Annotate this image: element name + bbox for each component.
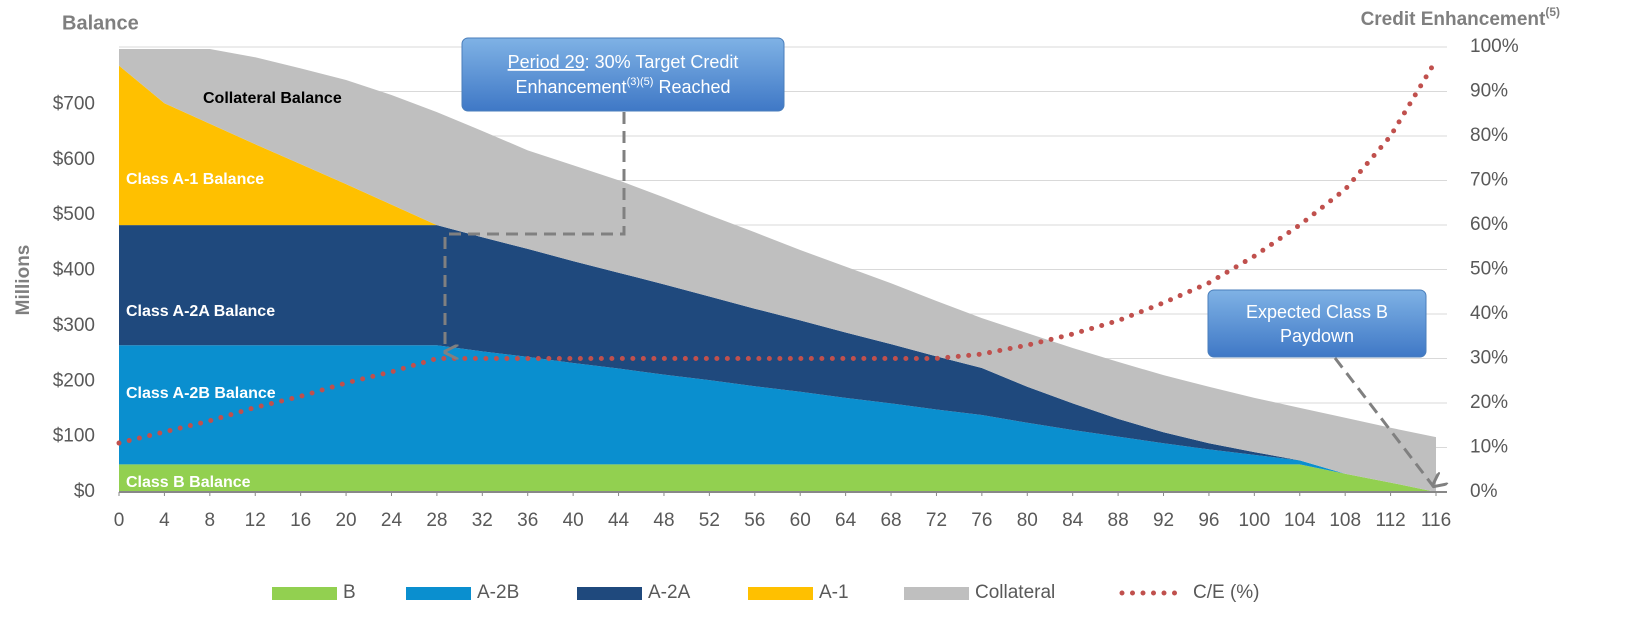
x-tick-label: 36 bbox=[517, 510, 538, 531]
x-tick-label: 40 bbox=[563, 510, 584, 531]
x-tick-label: 68 bbox=[880, 510, 901, 531]
y-tick-label: $0 bbox=[74, 481, 95, 502]
y-tick-label: $400 bbox=[53, 260, 95, 281]
y2-tick-label: 30% bbox=[1470, 348, 1508, 369]
x-tick-label: 8 bbox=[205, 510, 216, 531]
area bbox=[119, 464, 1436, 492]
legend-label: Collateral bbox=[975, 582, 1055, 603]
legend-label: A-2B bbox=[477, 582, 519, 603]
x-tick-label: 108 bbox=[1329, 510, 1361, 531]
x-tick-label: 24 bbox=[381, 510, 403, 531]
y2-title: Credit Enhancement(5) bbox=[1361, 5, 1560, 30]
y2-title-sup: (5) bbox=[1545, 5, 1560, 19]
x-tick-label: 56 bbox=[744, 510, 765, 531]
annotation-part: Enhancement bbox=[515, 77, 626, 97]
x-tick-label: 72 bbox=[926, 510, 947, 531]
annotation-part: Reached bbox=[653, 77, 730, 97]
annotation-arrow bbox=[443, 112, 626, 352]
x-tick-label: 20 bbox=[335, 510, 356, 531]
x-tick-label: 112 bbox=[1375, 510, 1405, 531]
x-tick-label: 76 bbox=[971, 510, 992, 531]
legend-label: A-1 bbox=[819, 582, 849, 603]
y2-tick-label: 20% bbox=[1470, 392, 1508, 413]
area-label: Collateral Balance bbox=[203, 90, 342, 107]
y2-tick-label: 90% bbox=[1470, 81, 1508, 102]
annotation-sup: (3)(5) bbox=[627, 76, 654, 88]
y2-tick-label: 50% bbox=[1470, 259, 1508, 280]
annotation-part: Period 29 bbox=[508, 52, 585, 72]
y-axis-label: Millions bbox=[13, 245, 34, 316]
x-tick-label: 84 bbox=[1062, 510, 1084, 531]
legend-swatch bbox=[272, 587, 337, 600]
x-tick-label: 52 bbox=[699, 510, 720, 531]
area-label: Class A-1 Balance bbox=[126, 171, 264, 188]
y2-tick-label: 0% bbox=[1470, 481, 1498, 502]
y-tick-label: $100 bbox=[53, 426, 95, 447]
legend-label: A-2A bbox=[648, 582, 691, 603]
x-tick-label: 92 bbox=[1153, 510, 1174, 531]
annotation-arrow bbox=[1333, 357, 1433, 486]
area bbox=[119, 49, 1436, 492]
x-tick-label: 96 bbox=[1198, 510, 1219, 531]
x-tick-label: 12 bbox=[245, 510, 266, 531]
line bbox=[116, 57, 1439, 446]
x-tick-label: 80 bbox=[1017, 510, 1038, 531]
x-tick-label: 16 bbox=[290, 510, 311, 531]
x-tick-label: 60 bbox=[790, 510, 811, 531]
x-tick-label: 88 bbox=[1108, 510, 1129, 531]
annotation-text: Paydown bbox=[1280, 326, 1354, 346]
annotation-text: Enhancement(3)(5) Reached bbox=[515, 76, 730, 97]
annotation-part: : 30% Target Credit bbox=[585, 52, 739, 72]
y-tick-label: $300 bbox=[53, 315, 95, 336]
y2-tick-label: 60% bbox=[1470, 214, 1508, 235]
legend-swatch bbox=[904, 587, 969, 600]
y-tick-label: $700 bbox=[53, 93, 95, 114]
y-tick-label: $600 bbox=[53, 149, 95, 170]
x-tick-label: 116 bbox=[1421, 510, 1451, 531]
area bbox=[119, 345, 1436, 492]
y-tick-label: $500 bbox=[53, 204, 95, 225]
y2-tick-label: 100% bbox=[1470, 36, 1519, 57]
y2-tick-label: 70% bbox=[1470, 170, 1508, 191]
x-tick-label: 28 bbox=[426, 510, 447, 531]
area-label: Class A-2A Balance bbox=[126, 303, 275, 320]
annotation-text: Expected Class B bbox=[1246, 302, 1388, 322]
area-label: Class B Balance bbox=[126, 474, 251, 491]
x-tick-label: 0 bbox=[114, 510, 125, 531]
annotation-text: Period 29: 30% Target Credit bbox=[508, 52, 739, 72]
x-tick-label: 4 bbox=[159, 510, 170, 531]
x-tick-label: 104 bbox=[1284, 510, 1316, 531]
legend-label: B bbox=[343, 582, 356, 603]
y2-tick-label: 80% bbox=[1470, 125, 1508, 146]
legend-swatch bbox=[406, 587, 471, 600]
y2-title-text: Credit Enhancement bbox=[1361, 9, 1546, 30]
x-tick-label: 44 bbox=[608, 510, 630, 531]
y-tick-label: $200 bbox=[53, 370, 95, 391]
legend-swatch bbox=[748, 587, 813, 600]
legend-label: C/E (%) bbox=[1193, 582, 1260, 603]
y-title: Balance bbox=[62, 12, 139, 34]
x-tick-label: 100 bbox=[1238, 510, 1270, 531]
x-tick-label: 48 bbox=[653, 510, 674, 531]
x-tick-label: 32 bbox=[472, 510, 493, 531]
y2-tick-label: 10% bbox=[1470, 437, 1508, 458]
legend-swatch bbox=[577, 587, 642, 600]
x-tick-label: 64 bbox=[835, 510, 857, 531]
annotation-box bbox=[1207, 289, 1427, 358]
y2-tick-label: 40% bbox=[1470, 303, 1508, 324]
area-label: Class A-2B Balance bbox=[126, 385, 276, 402]
annotation-box bbox=[461, 37, 785, 112]
